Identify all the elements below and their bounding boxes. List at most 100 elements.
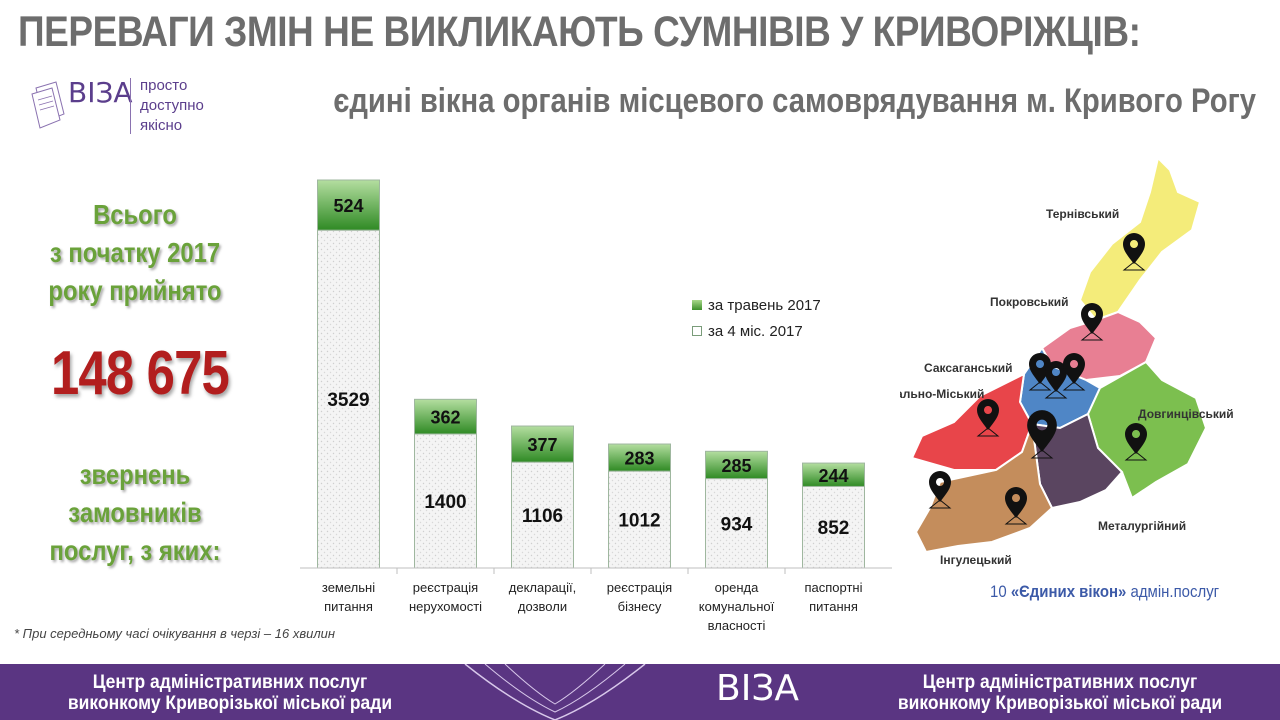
bar-may: [802, 462, 865, 487]
map-pin-base-icon: [1044, 389, 1068, 399]
chart-legend: за травень 2017 за 4 міс. 2017: [692, 292, 821, 344]
x-tick-label: декларації,: [509, 580, 576, 595]
map-pin-base-icon: [1062, 381, 1086, 391]
x-tick-label: бізнесу: [618, 599, 662, 614]
data-label-4months: 1012: [618, 511, 660, 532]
map-pin-base-icon: [1030, 449, 1054, 459]
map-pin-icon: [1045, 361, 1067, 392]
bar-may: [608, 443, 671, 472]
footer-text-right: Центр адміністративних послуг виконкому …: [867, 672, 1253, 714]
data-label-may: 285: [721, 456, 751, 476]
map-pin-base-icon: [928, 499, 952, 509]
bar-may: [511, 425, 574, 463]
map-pin-base-icon: [1122, 261, 1146, 271]
data-label-may: 244: [818, 466, 848, 486]
page-title: ПЕРЕВАГИ ЗМІН НЕ ВИКЛИКАЮТЬ СУМНІВІВ У К…: [18, 8, 1141, 56]
map-pin-icon: [1125, 423, 1147, 454]
summary-lead-line: Всього: [93, 199, 177, 230]
summary-tail: звернень замовників послуг, з яких:: [37, 456, 233, 570]
legend-item-4months: за 4 міс. 2017: [692, 318, 821, 344]
footer-bar: Центр адміністративних послуг виконкому …: [0, 664, 1280, 720]
bar-4months: [705, 478, 768, 569]
viza-logo: ВІЗА просто доступно якісно: [30, 72, 230, 142]
x-tick-label: реєстрація: [413, 580, 478, 595]
data-label-4months: 852: [818, 518, 850, 539]
tagline-line: доступно: [140, 97, 204, 114]
x-tick-label: паспортні: [804, 580, 862, 595]
x-tick-label: власності: [708, 618, 766, 633]
bar-may: [414, 398, 477, 435]
x-tick-label: питання: [809, 599, 858, 614]
windows-label-bold: «Єдиних вікон»: [1010, 582, 1127, 601]
footer-line: Центр адміністративних послуг: [92, 672, 368, 693]
bar-may: [705, 450, 768, 480]
map-pin-icon: [1027, 410, 1057, 452]
map-pin-icon: [1063, 353, 1085, 384]
map-label-tsentralno-miskyi: Центрально-Міський: [900, 387, 984, 401]
tagline-line: якісно: [140, 117, 183, 134]
map-label-pokrovskyi: Покровський: [990, 295, 1069, 309]
map-pin-base-icon: [1124, 451, 1148, 461]
bar-4months: [317, 229, 380, 569]
windows-label-rest: адмін.послуг: [1130, 582, 1220, 601]
legend-label-may: за травень 2017: [708, 296, 821, 314]
data-label-may: 524: [333, 196, 363, 216]
map-label-inhuletskyi: Інгулецький: [940, 553, 1012, 567]
footer-text-left: Центр адміністративних послуг виконкому …: [46, 672, 414, 714]
map-label-ternivskyi: Тернівський: [1046, 207, 1119, 221]
map-pin-base-icon: [1004, 515, 1028, 525]
footer-line: Центр адміністративних послуг: [922, 672, 1198, 693]
summary-tail-line: послуг, з яких:: [49, 535, 221, 566]
data-label-4months: 1106: [522, 506, 563, 527]
map-label-dovhyntsivskyi: Довгинцівський: [1138, 407, 1234, 421]
map-pin-icon: [1005, 487, 1027, 518]
data-label-4months: 3529: [327, 390, 369, 411]
total-requests: 148 675: [50, 339, 230, 408]
map-label-saksahanskyi: Саксаганський: [924, 361, 1013, 375]
x-tick-label: комунальної: [699, 599, 775, 614]
logo-divider: [130, 78, 131, 134]
map-pin-icon: [977, 399, 999, 430]
documents-icon: [31, 81, 65, 129]
data-label-4months: 1400: [424, 492, 466, 513]
logo-tagline: просто доступно якісно: [140, 76, 204, 136]
logo-name: ВІЗА: [68, 76, 133, 109]
legend-swatch-may: [692, 300, 702, 310]
map-pin-icon: [929, 471, 951, 502]
x-tick-label: земельні: [322, 580, 375, 595]
data-label-may: 377: [527, 435, 557, 455]
legend-label-4months: за 4 міс. 2017: [708, 322, 803, 340]
data-label-4months: 934: [721, 514, 753, 535]
x-tick-label: реєстрація: [607, 580, 672, 595]
bar-chart: 3529 524 1400 362 1106 377 1012 283 934 285 852 244…: [300, 179, 892, 633]
bar-4months: [414, 433, 477, 569]
x-tick-label: дозволи: [518, 599, 567, 614]
legend-item-may: за травень 2017: [692, 292, 821, 318]
scroll-emblem-icon: [464, 664, 646, 720]
summary-lead-line: з початку 2017: [49, 237, 221, 268]
page-subtitle: єдині вікна органів місцевого самоврядув…: [333, 82, 1256, 120]
x-tick-label: оренда: [715, 580, 759, 595]
x-tick-label: питання: [324, 599, 373, 614]
legend-swatch-4months: [692, 326, 702, 336]
city-map: Тернівський Покровський Саксаганський Це…: [900, 156, 1234, 567]
windows-count: 10: [990, 582, 1007, 601]
map-pin-icon: [1123, 233, 1145, 264]
bar-4months: [608, 470, 671, 569]
bar-may: [317, 179, 380, 231]
footnote: * При середньому часі очікування в черзі…: [14, 626, 336, 641]
summary-lead-line: року прийнято: [48, 275, 222, 306]
map-pin-base-icon: [976, 427, 1000, 437]
footer-line: виконкому Криворізької міської ради: [897, 693, 1223, 714]
map-pin-base-icon: [1028, 381, 1052, 391]
data-label-may: 362: [430, 408, 460, 428]
data-label-may: 283: [624, 449, 654, 469]
summary-tail-line: замовників: [68, 497, 202, 528]
tagline-line: просто: [140, 77, 188, 94]
district-tsentralno-miskyi: [910, 372, 1034, 471]
x-tick-label: нерухомості: [409, 599, 482, 614]
summary-tail-line: звернень: [79, 459, 191, 490]
map-pin-icon: [1081, 303, 1103, 334]
map-pin-icon: [1029, 353, 1051, 384]
map-label-metalurhiinyi: Металургійний: [1098, 519, 1186, 533]
